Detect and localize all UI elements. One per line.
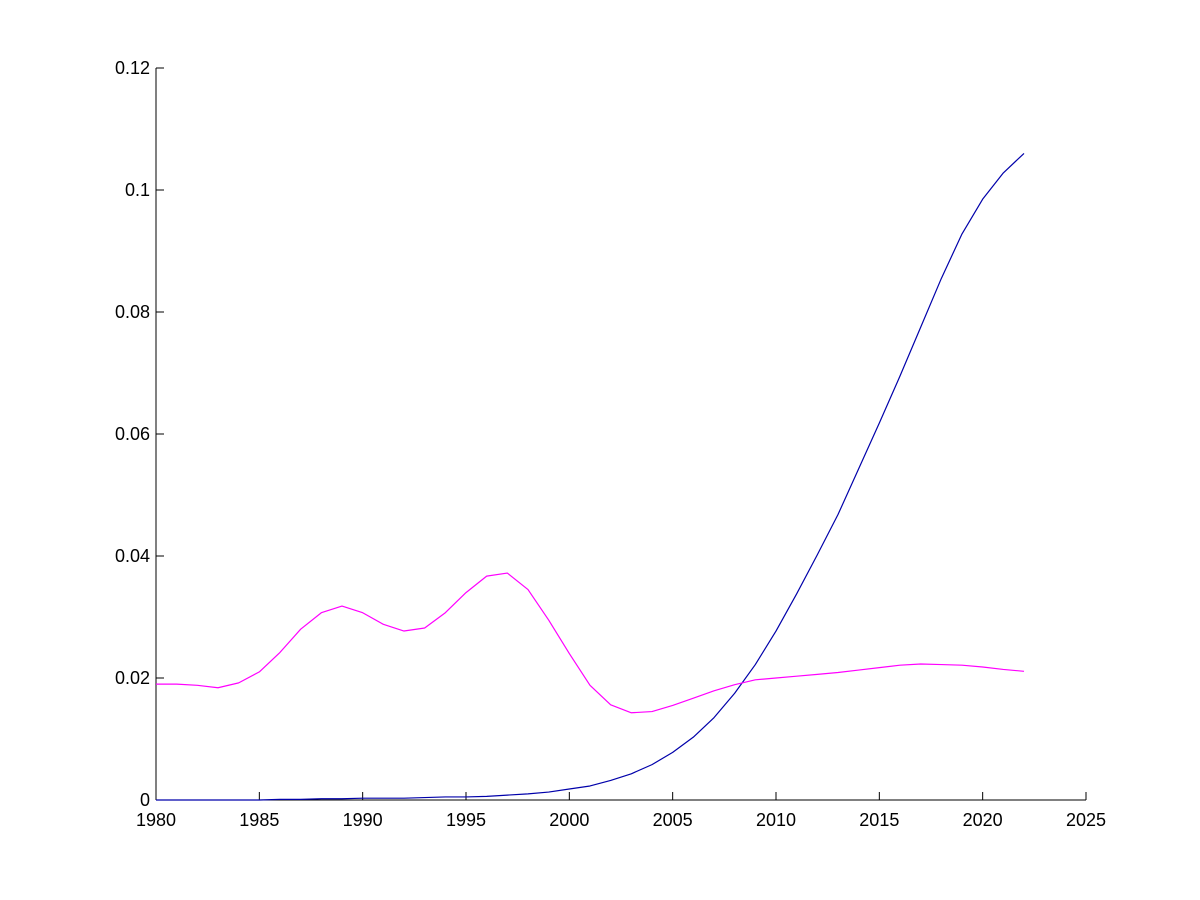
y-tick-label: 0 [140,790,150,810]
x-tick-label: 2025 [1066,810,1106,830]
x-tick-label: 1995 [446,810,486,830]
y-tick-label: 0.02 [115,668,150,688]
y-tick-label: 0.06 [115,424,150,444]
x-tick-label: 2020 [963,810,1003,830]
y-tick-label: 0.08 [115,302,150,322]
x-tick-label: 1990 [343,810,383,830]
x-tick-label: 2010 [756,810,796,830]
y-tick-label: 0.04 [115,546,150,566]
x-tick-label: 1985 [239,810,279,830]
y-tick-label: 0.12 [115,58,150,78]
x-tick-label: 1980 [136,810,176,830]
series-line-1 [156,152,1025,801]
y-tick-label: 0.1 [125,180,150,200]
series-line-2 [156,572,1025,714]
x-tick-label: 2000 [549,810,589,830]
x-tick-label: 2015 [859,810,899,830]
x-tick-label: 2005 [653,810,693,830]
